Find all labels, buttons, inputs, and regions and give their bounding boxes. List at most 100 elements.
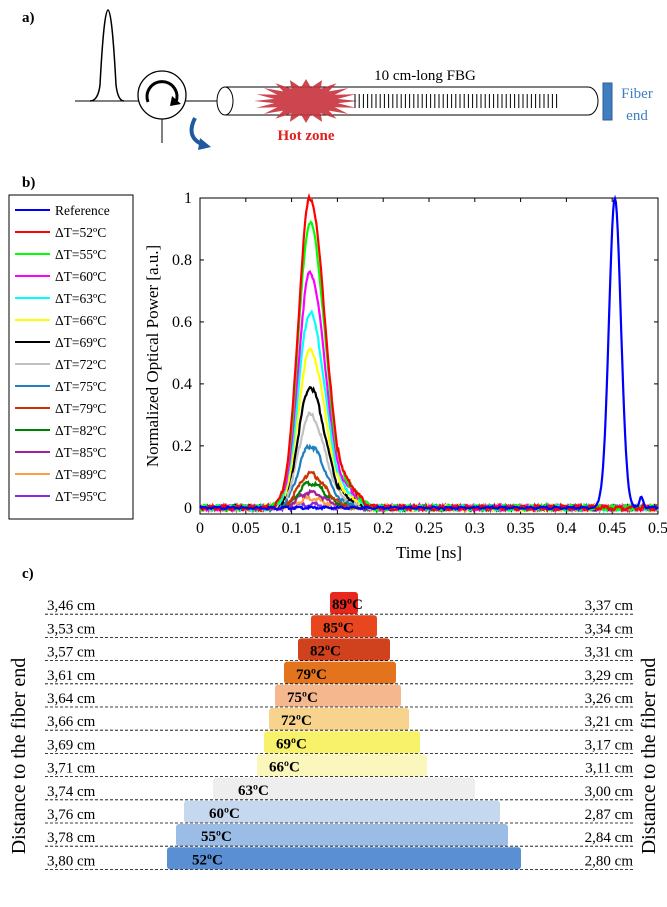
left-distance-label: 3,57 cm <box>47 645 96 661</box>
temperature-bar <box>298 638 390 661</box>
fbg-label: 10 cm-long FBG <box>374 68 476 84</box>
legend-label: ΔT=63ºC <box>55 291 106 306</box>
legend-label: ΔT=69ºC <box>55 335 106 350</box>
right-distance-label: 3,34 cm <box>585 621 634 637</box>
y-tick-label: 0.2 <box>172 438 192 455</box>
bar-temperature-label: 63ºC <box>238 783 269 799</box>
temperature-bar <box>257 754 427 777</box>
distance-axis-label-left: Distance to the fiber end <box>8 658 30 855</box>
x-tick-label: 0.45 <box>598 520 626 537</box>
legend-label: ΔT=75ºC <box>55 379 106 394</box>
temperature-bars: 3,46 cm 3,37 cm 89ºC 3,53 cm 3,34 cm 85ºC 3,57… <box>45 592 635 870</box>
bar-temperature-label: 82ºC <box>310 644 341 660</box>
bar-temperature-label: 85ºC <box>323 620 354 636</box>
legend-entries: Reference ΔT=52ºC ΔT=55ºC ΔT=60ºC ΔT=63ºC ΔT=… <box>15 203 110 504</box>
x-tick-label: 0.3 <box>465 520 485 537</box>
right-distance-label: 3,37 cm <box>585 598 634 614</box>
y-tick-label: 0.8 <box>172 252 192 269</box>
x-tick-label: 0.1 <box>282 520 302 537</box>
temperature-bar <box>213 777 475 800</box>
panel-c: c) Distance to the fiber end Distance to… <box>8 566 660 870</box>
bar-temperature-label: 72ºC <box>281 713 312 729</box>
fiber-end-label-line1: Fiber <box>621 86 653 102</box>
bar-temperature-label: 60ºC <box>209 806 240 822</box>
legend-label: ΔT=85ºC <box>55 445 106 460</box>
legend-label: ΔT=82ºC <box>55 423 106 438</box>
fiber-end-label-line2: end <box>626 108 648 124</box>
hot-zone-label: Hot zone <box>277 128 334 144</box>
bar-temperature-label: 52ºC <box>192 852 223 868</box>
temperature-bar <box>330 592 358 615</box>
x-tick-label: 0 <box>196 520 204 537</box>
x-tick-label: 0.25 <box>415 520 443 537</box>
x-tick-label: 0.35 <box>507 520 535 537</box>
temperature-bar <box>311 615 377 638</box>
left-distance-label: 3,46 cm <box>47 598 96 614</box>
right-distance-label: 3,29 cm <box>585 668 634 684</box>
bar-temperature-label: 66ºC <box>269 760 300 776</box>
x-tick-label: 0.15 <box>323 520 351 537</box>
left-distance-label: 3,76 cm <box>47 807 96 823</box>
y-axis-label: Normalized Optical Power [a.u.] <box>143 245 162 467</box>
fiber-end-marker <box>602 82 613 121</box>
left-distance-label: 3,80 cm <box>47 853 96 869</box>
temperature-bar <box>269 708 409 731</box>
legend-label: ΔT=60ºC <box>55 269 106 284</box>
x-tick-label: 0.2 <box>373 520 393 537</box>
right-distance-label: 3,11 cm <box>585 761 633 777</box>
bar-temperature-label: 69ºC <box>276 736 307 752</box>
right-distance-label: 3,21 cm <box>585 714 634 730</box>
panel-c-label: c) <box>22 566 34 582</box>
series-line-0 <box>199 194 659 511</box>
left-distance-label: 3,74 cm <box>47 784 96 800</box>
circulator-icon <box>137 70 225 143</box>
bar-temperature-label: 89ºC <box>332 597 363 613</box>
plot-area <box>199 197 659 515</box>
temperature-bar <box>275 684 401 707</box>
axis-ticks: 0 0.05 0.1 0.15 0.2 0.25 0.3 0.35 0.4 0.45 0.5 0 0.2… <box>172 190 667 537</box>
legend-label: ΔT=66ºC <box>55 313 106 328</box>
y-tick-label: 1 <box>184 190 192 207</box>
fbg-grating <box>354 94 558 108</box>
bar-temperature-label: 55ºC <box>201 829 232 845</box>
legend-label: ΔT=55ºC <box>55 247 106 262</box>
hot-zone-burst <box>254 79 358 123</box>
panel-a: a) Hot zone 10 cm-long FBG F <box>22 9 653 150</box>
legend-label: ΔT=79ºC <box>55 401 106 416</box>
temperature-bar <box>184 800 500 823</box>
panel-b: b) Reference ΔT=52ºC ΔT=55ºC ΔT=60ºC ΔT=63ºC… <box>8 175 667 562</box>
legend-label: ΔT=89ºC <box>55 467 106 482</box>
chart-legend <box>8 194 134 520</box>
bar-temperature-label: 75ºC <box>287 690 318 706</box>
temperature-bar <box>167 847 521 870</box>
x-tick-label: 0.05 <box>232 520 260 537</box>
temperature-bar <box>264 731 420 754</box>
left-distance-label: 3,66 cm <box>47 714 96 730</box>
right-distance-label: 3,26 cm <box>585 691 634 707</box>
bar-temperature-label: 79ºC <box>296 667 327 683</box>
right-distance-label: 3,31 cm <box>585 645 634 661</box>
y-tick-label: 0.4 <box>172 376 192 393</box>
left-distance-label: 3,64 cm <box>47 691 96 707</box>
legend-label: ΔT=52ºC <box>55 225 106 240</box>
legend-label: Reference <box>55 203 110 218</box>
temperature-bar <box>284 661 396 684</box>
x-tick-label: 0.5 <box>648 520 667 537</box>
x-tick-label: 0.4 <box>556 520 576 537</box>
left-distance-label: 3,53 cm <box>47 621 96 637</box>
right-distance-label: 2,80 cm <box>585 853 634 869</box>
temperature-bar <box>176 824 508 847</box>
left-distance-label: 3,71 cm <box>47 761 96 777</box>
left-distance-label: 3,78 cm <box>47 830 96 846</box>
left-distance-label: 3,61 cm <box>47 668 96 684</box>
right-distance-label: 3,17 cm <box>585 737 634 753</box>
distance-axis-label-right: Distance to the fiber end <box>638 658 660 855</box>
y-tick-label: 0.6 <box>172 314 192 331</box>
left-distance-label: 3,69 cm <box>47 737 96 753</box>
input-pulse-icon <box>89 9 125 102</box>
legend-label: ΔT=95ºC <box>55 489 106 504</box>
y-tick-label: 0 <box>184 500 192 517</box>
output-arrowhead <box>198 138 211 150</box>
legend-label: ΔT=72ºC <box>55 357 106 372</box>
